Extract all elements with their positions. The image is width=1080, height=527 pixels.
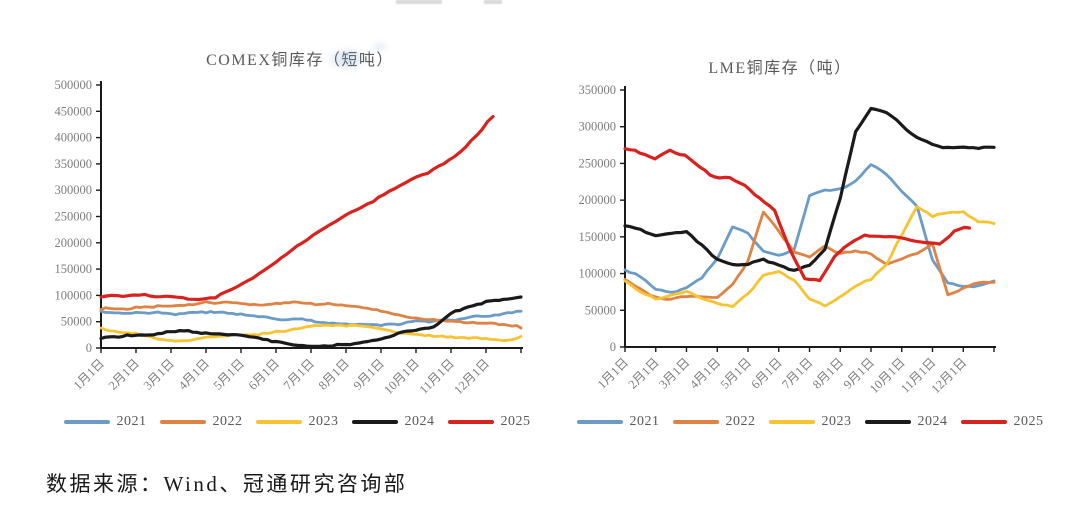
series-line-2024 (99, 295, 523, 348)
series-line-2023 (623, 205, 996, 309)
y-tick-label: 350000 (579, 83, 617, 97)
legend-item-2025: 2025 (447, 414, 531, 430)
legend-label: 2025 (500, 414, 531, 429)
legend-item-2021: 2021 (63, 414, 147, 430)
x-tick-label: 3月1日 (141, 356, 177, 392)
y-tick-label: 50000 (585, 303, 616, 317)
series-line-2022 (99, 300, 523, 330)
legend-label: 2021 (116, 414, 147, 429)
legend-label: 2022 (725, 414, 756, 429)
y-tick-label: 450000 (55, 104, 93, 118)
legend-label: 2021 (629, 414, 660, 429)
x-tick-label: 6月1日 (246, 356, 282, 392)
comex-chart: 0 50000 100000 150000 200000 250000 300000 3500… (55, 78, 523, 397)
y-tick-label: 150000 (55, 262, 93, 276)
y-tick-label: 0 (610, 340, 616, 354)
x-tick-label: 5月1日 (211, 356, 247, 392)
legend-label: 2022 (212, 414, 243, 429)
series-line-2021 (623, 163, 996, 294)
legend-swatch-2021 (576, 420, 623, 424)
source-note: 数据来源：Wind、冠通研究咨询部 (46, 472, 408, 496)
x-tick-label: 8月1日 (316, 356, 352, 392)
y-tick-label: 150000 (579, 230, 617, 244)
x-tick-label: 2月1日 (625, 355, 661, 391)
y-tick-label: 250000 (579, 156, 617, 170)
y-tick-label: 250000 (55, 210, 93, 224)
y-tick-label: 300000 (579, 120, 617, 134)
legend-item-2021: 2021 (576, 414, 660, 430)
legend-item-2025: 2025 (960, 414, 1044, 430)
x-tick-label: 5月1日 (718, 355, 754, 391)
series-line-2025 (99, 114, 495, 302)
cropped-text-mark (484, 0, 502, 4)
legend-swatch-2025 (447, 420, 494, 424)
y-axis: 0 50000 100000 150000 200000 250000 300000 3500… (55, 78, 102, 355)
y-tick-label: 300000 (55, 183, 93, 197)
x-tick-label: 11月1日 (417, 356, 458, 397)
legend-label: 2024 (917, 414, 948, 429)
x-tick-label: 6月1日 (748, 355, 784, 391)
x-tick-label: 7月1日 (779, 355, 815, 391)
y-tick-label: 400000 (55, 131, 93, 145)
legend-item-2023: 2023 (255, 414, 339, 430)
legend-label: 2025 (1013, 414, 1044, 429)
legend-label: 2023 (821, 414, 852, 429)
x-tick-label: 4月1日 (687, 355, 723, 391)
legend-swatch-2023 (255, 420, 302, 424)
legend-swatch-2023 (768, 420, 815, 424)
x-tick-label: 10月1日 (381, 356, 422, 397)
x-tick-label: 2月1日 (106, 356, 142, 392)
legend-swatch-2024 (351, 420, 398, 424)
x-tick-label: 3月1日 (656, 355, 692, 391)
legend-item-2024: 2024 (864, 414, 948, 430)
x-tick-label: 8月1日 (810, 355, 846, 391)
x-tick-label: 4月1日 (176, 356, 212, 392)
legend-swatch-2024 (864, 420, 911, 424)
lme-legend: 2021 2022 2023 2024 2025 (576, 411, 1043, 433)
y-tick-label: 200000 (55, 236, 93, 250)
legend-swatch-2025 (960, 420, 1007, 424)
legend-swatch-2022 (159, 420, 206, 424)
y-tick-label: 50000 (61, 315, 92, 329)
y-tick-label: 500000 (55, 78, 93, 92)
x-tick-label: 7月1日 (281, 356, 317, 392)
cropped-text-mark (396, 0, 442, 4)
legend-item-2022: 2022 (159, 414, 243, 430)
y-tick-label: 200000 (579, 193, 617, 207)
x-axis: 1月1日2月1日3月1日4月1日5月1日6月1日7月1日8月1日9月1日10月1… (595, 346, 996, 396)
legend-swatch-2022 (672, 420, 719, 424)
legend-item-2023: 2023 (768, 414, 852, 430)
legend-item-2022: 2022 (672, 414, 756, 430)
series-line-2022 (623, 210, 996, 301)
lme-chart: 0 50000 100000 150000 200000 250000 300000 3500… (579, 83, 996, 396)
y-tick-label: 100000 (55, 288, 93, 302)
y-tick-label: 350000 (55, 157, 93, 171)
x-tick-label: 12月1日 (451, 356, 492, 397)
y-tick-label: 100000 (579, 267, 617, 281)
legend-label: 2023 (308, 414, 339, 429)
y-axis: 0 50000 100000 150000 200000 250000 300000 3500… (579, 83, 626, 354)
comex-legend: 2021 2022 2023 2024 2025 (62, 411, 532, 433)
series-line-2025 (623, 147, 972, 283)
series-line-2021 (99, 309, 523, 328)
y-tick-label: 0 (86, 341, 92, 355)
x-axis: 1月1日2月1日3月1日4月1日5月1日6月1日7月1日8月1日9月1日10月1… (71, 347, 523, 397)
x-tick-label: 1月1日 (71, 356, 107, 392)
legend-label: 2024 (404, 414, 435, 429)
legend-item-2024: 2024 (351, 414, 435, 430)
legend-swatch-2021 (63, 420, 110, 424)
series-line-2023 (99, 323, 523, 343)
x-tick-label: 1月1日 (595, 355, 631, 391)
series-line-2024 (623, 106, 996, 272)
lme-chart-title: LME铜库存（吨） (708, 60, 852, 77)
comex-chart-title: COMEX铜库存（短吨） (206, 52, 394, 69)
